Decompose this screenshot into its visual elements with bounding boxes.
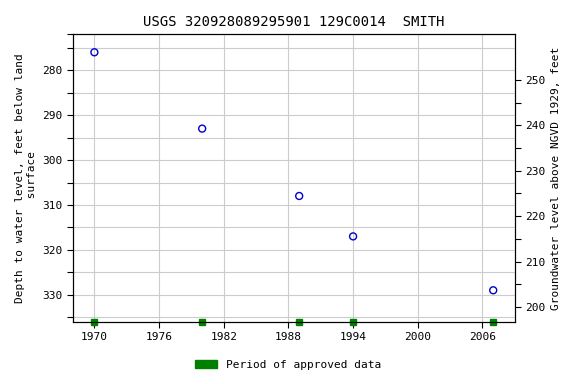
Y-axis label: Groundwater level above NGVD 1929, feet: Groundwater level above NGVD 1929, feet [551, 46, 561, 310]
Point [198, 126, 207, 132]
Title: USGS 320928089295901 129C0014  SMITH: USGS 320928089295901 129C0014 SMITH [143, 15, 445, 29]
Point [294, 193, 304, 199]
Point [348, 233, 358, 240]
Y-axis label: Depth to water level, feet below land
 surface: Depth to water level, feet below land su… [15, 53, 37, 303]
Point [488, 287, 498, 293]
Point [90, 49, 99, 55]
Legend: Period of approved data: Period of approved data [191, 356, 385, 375]
